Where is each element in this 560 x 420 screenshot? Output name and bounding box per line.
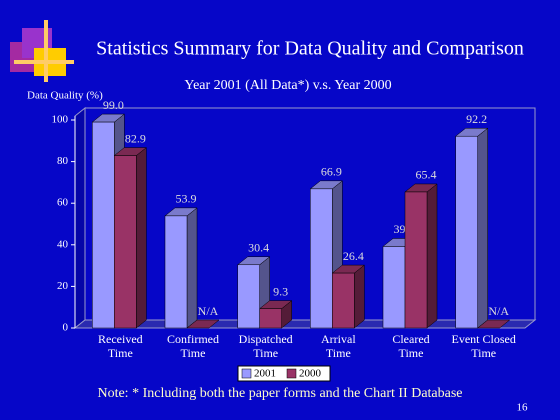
y-tick-label: 80 bbox=[57, 155, 69, 167]
note: Note: * Including both the paper forms a… bbox=[97, 386, 462, 401]
bar-side bbox=[354, 264, 365, 329]
value-label: N/A bbox=[198, 304, 219, 318]
value-label: 26.4 bbox=[343, 249, 364, 263]
bar-side bbox=[477, 127, 488, 329]
bar-front bbox=[455, 135, 478, 329]
x-tick-label: Time bbox=[471, 346, 496, 360]
y-tick-label: 60 bbox=[57, 197, 69, 209]
x-tick-label: Time bbox=[253, 346, 278, 360]
legend-swatch bbox=[286, 368, 297, 379]
bar-side bbox=[426, 183, 438, 329]
value-label: 99.0 bbox=[103, 98, 124, 112]
value-label: 82.9 bbox=[125, 131, 146, 145]
x-tick-label: Event Closed bbox=[452, 332, 516, 346]
bar-front bbox=[404, 191, 428, 329]
x-tick-label: Time bbox=[108, 346, 133, 360]
legend-label: 2001 bbox=[254, 368, 276, 380]
subtitle: Year 2001 (All Data*) v.s. Year 2000 bbox=[184, 78, 391, 93]
value-label: 9.3 bbox=[273, 284, 288, 298]
value-label: 66.9 bbox=[321, 165, 342, 179]
bar-front bbox=[382, 246, 406, 329]
bar-front bbox=[310, 188, 333, 329]
y-tick-label: 0 bbox=[63, 322, 69, 334]
bar-front bbox=[237, 264, 260, 329]
legend-label: 2000 bbox=[299, 368, 322, 380]
bar-front bbox=[92, 121, 115, 329]
value-label: 30.4 bbox=[248, 241, 269, 255]
bar-front bbox=[332, 272, 355, 329]
bar bbox=[258, 300, 293, 329]
x-tick-label: Arrival bbox=[321, 332, 356, 346]
page-number: 16 bbox=[517, 402, 529, 414]
x-tick-label: Time bbox=[181, 346, 206, 360]
bar-front bbox=[114, 155, 137, 329]
bar bbox=[331, 264, 366, 329]
bar bbox=[404, 183, 438, 329]
x-tick-label: Time bbox=[326, 346, 351, 360]
bar-front bbox=[259, 308, 282, 329]
value-label: 53.9 bbox=[176, 192, 197, 206]
title: Statistics Summary for Data Quality and … bbox=[96, 38, 524, 60]
bar bbox=[164, 207, 198, 329]
x-tick-label: Cleared bbox=[392, 332, 429, 346]
value-label: N/A bbox=[488, 304, 509, 318]
x-tick-label: Received bbox=[98, 332, 143, 346]
side-wall bbox=[74, 106, 86, 330]
bar-side bbox=[186, 207, 198, 329]
x-tick-label: Dispatched bbox=[239, 332, 293, 346]
y-axis-label: Data Quality (%) bbox=[27, 90, 103, 102]
empty-bar bbox=[186, 319, 220, 329]
logo bbox=[10, 20, 74, 82]
y-tick-label: 100 bbox=[52, 114, 69, 126]
value-label: 92.2 bbox=[466, 112, 487, 126]
bar bbox=[113, 147, 148, 329]
legend-box bbox=[237, 365, 331, 382]
bar bbox=[454, 127, 489, 329]
x-tick-label: Time bbox=[399, 346, 424, 360]
empty-bar bbox=[476, 319, 511, 329]
bar-front bbox=[164, 215, 188, 329]
bar-side bbox=[136, 147, 147, 329]
y-tick-label: 20 bbox=[57, 280, 69, 292]
legend-swatch bbox=[241, 368, 252, 379]
y-tick-label: 40 bbox=[57, 238, 69, 250]
x-tick-label: Confirmed bbox=[167, 332, 219, 346]
value-label: 65.4 bbox=[416, 168, 437, 182]
